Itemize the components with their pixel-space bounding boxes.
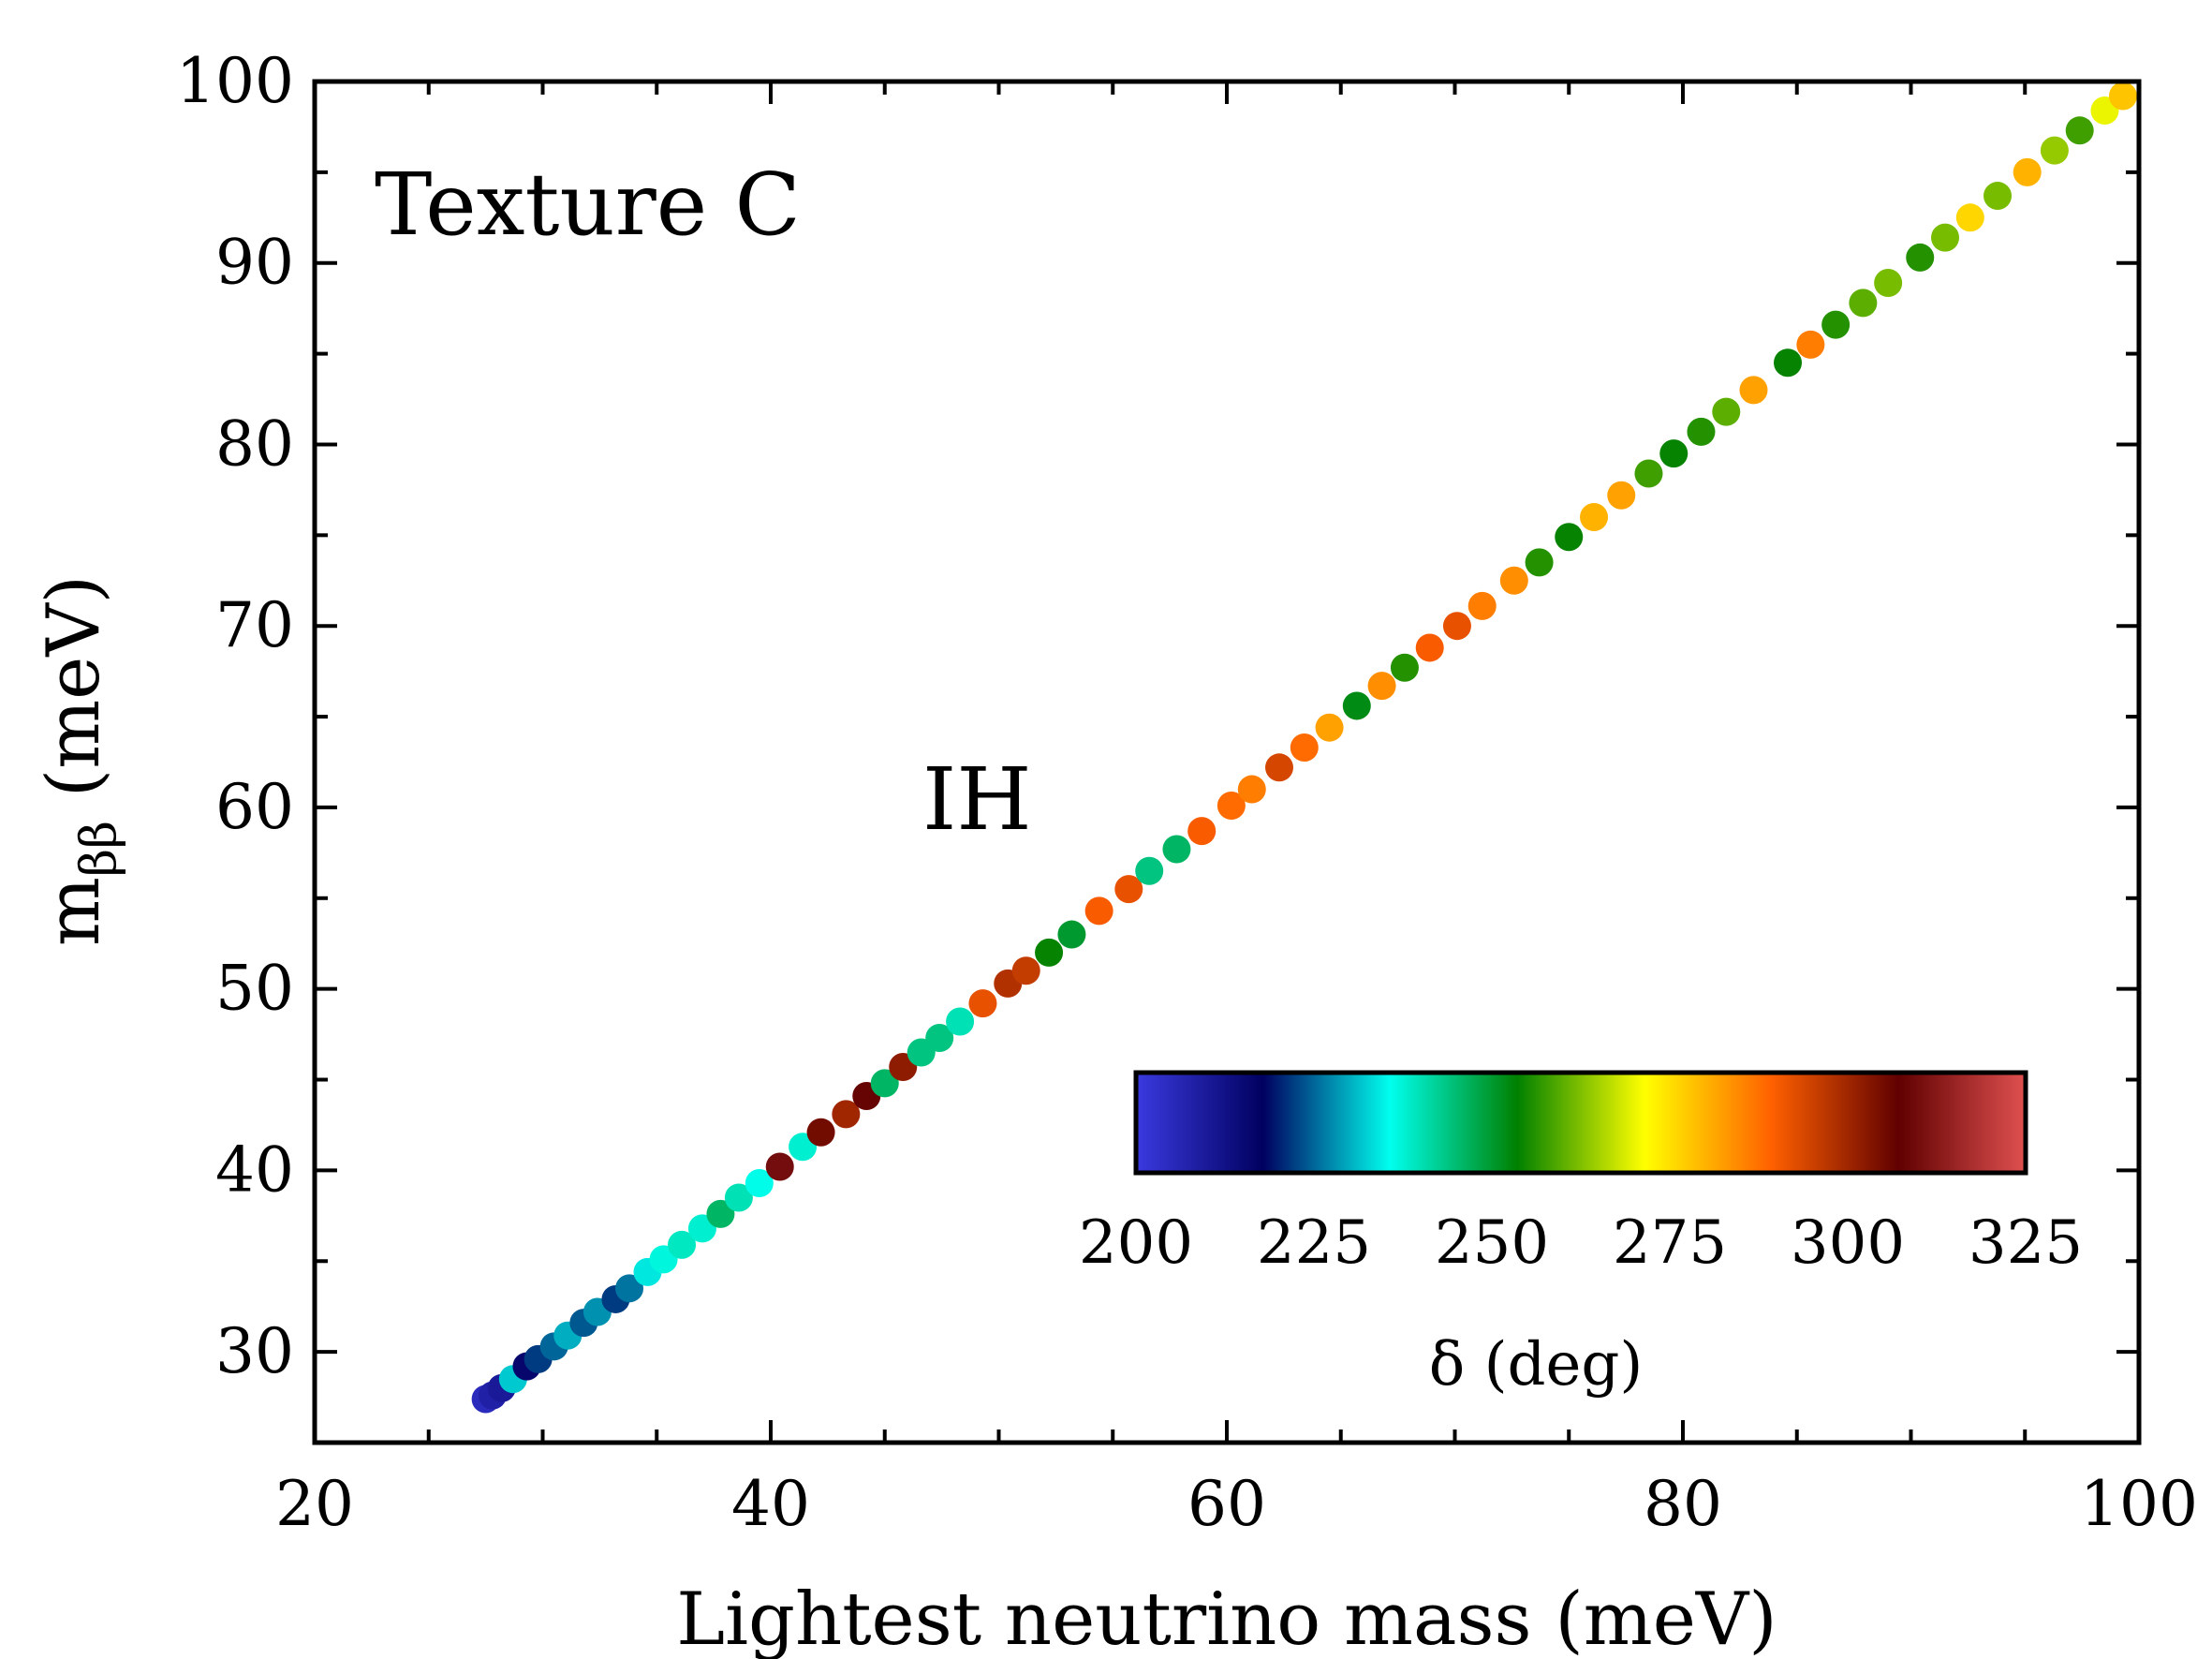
colorbar: [1133, 1070, 2028, 1176]
data-point: [1342, 691, 1371, 720]
colorbar-tick-label: 200: [1079, 1208, 1193, 1278]
data-point: [1315, 713, 1344, 742]
data-point: [1849, 289, 1878, 318]
data-point: [1265, 753, 1294, 782]
data-point: [925, 1023, 954, 1052]
y-axis-title-main: m: [32, 877, 116, 946]
colorbar-tick-labels: 200 225 250 275 300 325: [1079, 1208, 2083, 1278]
data-point: [1525, 548, 1554, 577]
data-point: [745, 1168, 774, 1197]
data-point: [1983, 182, 2013, 211]
y-axis-title-subscript: ββ: [71, 821, 127, 877]
data-point: [1084, 896, 1113, 926]
data-point: [968, 989, 997, 1018]
data-point: [1135, 856, 1164, 885]
y-tick-label: 30: [215, 1315, 294, 1387]
data-point: [1367, 672, 1396, 701]
data-point: [1874, 269, 1903, 298]
data-point: [1499, 566, 1528, 595]
colorbar-tick-label: 325: [1969, 1208, 2083, 1278]
data-point: [2013, 157, 2042, 186]
y-tick-label: 40: [215, 1133, 294, 1206]
data-point: [1955, 203, 1984, 232]
data-point: [1796, 330, 1825, 359]
data-point: [1739, 376, 1768, 405]
data-point: [946, 1007, 975, 1036]
data-point: [1217, 791, 1246, 820]
data-point: [1035, 938, 1064, 967]
data-point: [1580, 502, 1609, 531]
data-point: [1114, 875, 1143, 904]
data-point: [1057, 920, 1086, 949]
data-point: [2108, 81, 2137, 111]
colorbar-tick-label: 300: [1791, 1208, 1905, 1278]
x-tick-label: 100: [2080, 1468, 2198, 1540]
data-point: [870, 1069, 899, 1098]
tick-labels: 20 40 60 80 100 30 40 50 60 70 80 90 100: [176, 45, 2198, 1540]
data-point: [668, 1230, 697, 1259]
data-point: [1442, 612, 1471, 641]
data-point: [1237, 775, 1266, 804]
colorbar-tick-label: 275: [1613, 1208, 1727, 1278]
y-axis-title-space: [32, 797, 116, 821]
data-point: [1011, 956, 1040, 985]
y-axis-title-unit: (meV): [32, 575, 116, 797]
data-point: [2065, 116, 2094, 145]
y-tick-label: 80: [215, 407, 294, 480]
data-point: [1555, 523, 1584, 552]
x-tick-label: 60: [1187, 1468, 1266, 1540]
texture-label: Texture C: [375, 155, 801, 255]
y-tick-label: 50: [215, 953, 294, 1025]
data-point: [1290, 733, 1319, 763]
colorbar-tick-label: 250: [1435, 1208, 1549, 1278]
x-tick-label: 80: [1644, 1468, 1722, 1540]
data-point: [706, 1199, 735, 1228]
data-point: [806, 1118, 835, 1147]
data-point: [1390, 653, 1419, 682]
data-point: [2040, 136, 2069, 165]
data-point: [832, 1100, 861, 1129]
data-point: [1906, 243, 1935, 272]
y-tick-label: 100: [176, 45, 294, 117]
data-point: [1187, 817, 1217, 846]
data-point: [1467, 591, 1497, 620]
y-tick-label: 70: [215, 589, 294, 661]
x-tick-label: 40: [731, 1468, 810, 1540]
hierarchy-label: IH: [922, 749, 1032, 850]
colorbar-tick-label: 225: [1257, 1208, 1371, 1278]
data-point: [724, 1183, 753, 1212]
plot-frame: [312, 79, 2142, 1445]
data-point: [1607, 481, 1636, 510]
y-tick-label: 60: [215, 771, 294, 843]
data-point: [1931, 223, 1960, 252]
data-point: [1634, 459, 1663, 488]
y-tick-label: 90: [215, 227, 294, 299]
data-points: [471, 81, 2137, 1414]
data-point: [1415, 633, 1444, 662]
data-point: [1659, 439, 1688, 468]
data-point: [1162, 835, 1191, 864]
x-axis-title: Lightest neutrino mass (meV): [676, 1578, 1777, 1659]
data-point: [1821, 310, 1851, 339]
y-axis-title: mββ (meV): [32, 575, 127, 946]
data-point: [1712, 397, 1741, 426]
data-point: [1774, 348, 1803, 378]
data-point: [765, 1152, 794, 1181]
x-tick-label: 20: [275, 1468, 354, 1540]
data-point: [1687, 417, 1716, 446]
data-point: [615, 1274, 644, 1303]
colorbar-title: δ (deg): [1429, 1330, 1644, 1400]
